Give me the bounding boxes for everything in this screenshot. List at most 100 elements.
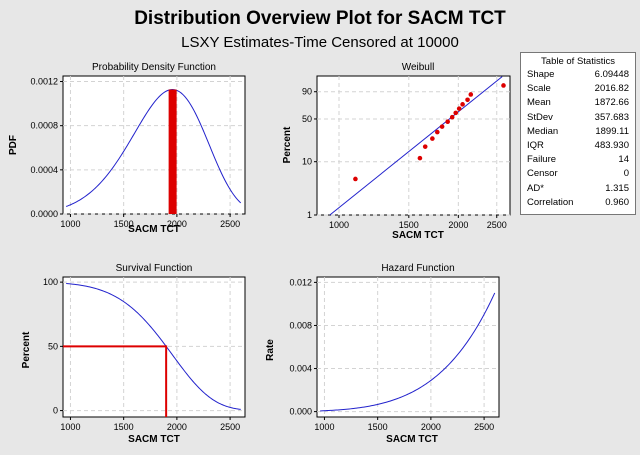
- hazard-grid: [317, 277, 499, 417]
- x-tick-label: 1500: [114, 219, 134, 229]
- x-tick-label: 2500: [474, 422, 494, 432]
- stats-row: Correlation 0.960: [521, 196, 635, 210]
- survival-median-crosshair: [63, 345, 168, 417]
- stats-value: 357.683: [594, 111, 629, 123]
- x-tick-label: 2000: [421, 422, 441, 432]
- statistics-rows: Shape 6.09448 Scale 2016.82 Mean 1872.66 StDev…: [521, 68, 635, 210]
- weibull-point: [468, 92, 474, 97]
- y-tick-label: 0.008: [289, 320, 312, 330]
- stats-row: AD* 1.315: [521, 182, 635, 196]
- weibull-point: [430, 136, 435, 141]
- stats-label: Mean: [527, 97, 551, 109]
- stats-value: 1.315: [605, 182, 629, 194]
- y-tick-label: 0.004: [289, 364, 312, 374]
- stats-label: Correlation: [527, 196, 574, 208]
- weibull-point: [435, 129, 440, 135]
- stats-row: Mean 1872.66: [521, 96, 635, 110]
- stats-row: StDev 357.683: [521, 111, 635, 125]
- stats-row: Failure 14: [521, 153, 635, 167]
- pdf-panel: Probability Density Function 1000 1500 200…: [8, 62, 246, 235]
- y-tick-label: 0.0012: [30, 77, 58, 87]
- y-tick-label: 0.000: [289, 407, 312, 417]
- stats-label: Median: [527, 125, 559, 137]
- weibull-ylabel: Percent: [282, 126, 293, 163]
- stats-row: IQR 483.930: [521, 139, 635, 153]
- weibull-xlabel: SACM TCT: [392, 230, 444, 241]
- hazard-panel: Hazard Function 1000 1500 2000 2500 0.000 0.0…: [265, 263, 500, 445]
- weibull-point: [465, 97, 470, 103]
- x-tick-label: 2000: [167, 219, 187, 229]
- hazard-ylabel: Rate: [265, 339, 276, 361]
- main-subtitle: LSXY Estimates-Time Censored at 10000: [181, 34, 459, 51]
- y-tick-label: 0.0004: [30, 165, 58, 175]
- pdf-panel-title: Probability Density Function: [92, 62, 216, 73]
- hazard-plot-area: [316, 276, 500, 418]
- weibull-grid: [317, 76, 510, 216]
- x-tick-label: 1500: [399, 220, 419, 230]
- stats-row: Censor 0: [521, 167, 635, 181]
- survival-panel-title: Survival Function: [116, 263, 193, 274]
- weibull-fit-line: [329, 76, 503, 216]
- weibull-point: [501, 83, 506, 88]
- stats-row: Shape 6.09448: [521, 68, 635, 82]
- weibull-panel-title: Weibull: [402, 62, 435, 73]
- y-tick-label: 10: [302, 157, 312, 167]
- y-tick-label: 0.0000: [30, 209, 58, 219]
- x-tick-label: 2000: [448, 220, 468, 230]
- x-tick-label: 1500: [114, 422, 134, 432]
- weibull-plot-area: [316, 75, 511, 216]
- x-tick-label: 2500: [220, 422, 240, 432]
- x-tick-label: 1000: [314, 422, 334, 432]
- weibull-point: [353, 176, 358, 182]
- stats-value: 0: [623, 168, 629, 180]
- x-tick-label: 1500: [368, 422, 388, 432]
- x-tick-label: 2500: [487, 220, 507, 230]
- stats-label: AD*: [527, 182, 544, 194]
- weibull-point: [449, 114, 455, 120]
- weibull-ticks: 1000 1500 2000 2500 1 10 50 90: [302, 87, 507, 230]
- weibull-panel: Weibull 1000 1500 2000 2500 1 10 50 90 SACM TCT…: [282, 62, 511, 241]
- hazard-panel-title: Hazard Function: [381, 263, 454, 274]
- survival-ylabel: Percent: [21, 331, 32, 368]
- pdf-ylabel: PDF: [8, 135, 19, 155]
- weibull-point: [456, 106, 462, 111]
- stats-row: Median 1899.11: [521, 125, 635, 139]
- survival-xlabel: SACM TCT: [128, 434, 180, 445]
- weibull-point: [422, 144, 428, 149]
- y-tick-label: 1: [307, 210, 312, 220]
- statistics-table-title: Table of Statistics: [541, 56, 615, 67]
- stats-label: Censor: [527, 168, 558, 180]
- hazard-curve: [320, 292, 496, 412]
- weibull-point: [453, 110, 459, 116]
- x-tick-label: 1000: [60, 219, 80, 229]
- y-tick-label: 0: [53, 406, 58, 416]
- y-tick-label: 90: [302, 87, 312, 97]
- survival-curve: [66, 283, 241, 410]
- pdf-median-bar: [168, 89, 177, 214]
- stats-value: 6.09448: [594, 69, 629, 80]
- x-tick-label: 2500: [220, 219, 240, 229]
- stats-label: Scale: [527, 83, 551, 95]
- pdf-curve: [66, 89, 242, 207]
- pdf-grid: [63, 76, 245, 215]
- stats-value: 1899.11: [595, 125, 629, 137]
- weibull-point: [439, 124, 445, 129]
- stats-label: StDev: [527, 111, 553, 123]
- hazard-xlabel: SACM TCT: [386, 434, 438, 445]
- survival-ticks: 1000 1500 2000 2500 0 50 100: [43, 277, 240, 432]
- x-tick-label: 2000: [167, 422, 187, 432]
- stats-label: Failure: [527, 154, 557, 166]
- stats-label: IQR: [527, 139, 544, 151]
- x-tick-label: 1000: [329, 220, 349, 230]
- pdf-xlabel: SACM TCT: [128, 224, 180, 235]
- hazard-ticks: 1000 1500 2000 2500 0.000 0.004 0.008 0.012: [289, 277, 494, 432]
- survival-panel: Survival Function 1000 1500 2000 2500050100…: [21, 263, 246, 445]
- stats-label: Shape: [527, 69, 555, 80]
- pdf-plot-area: [62, 75, 246, 215]
- y-tick-label: 100: [43, 277, 58, 287]
- main-title: Distribution Overview Plot for SACM TCT: [134, 8, 506, 29]
- stats-value: 483.930: [594, 139, 629, 151]
- statistics-table: Table of Statistics Shape 6.09448 Scale 201…: [520, 52, 636, 215]
